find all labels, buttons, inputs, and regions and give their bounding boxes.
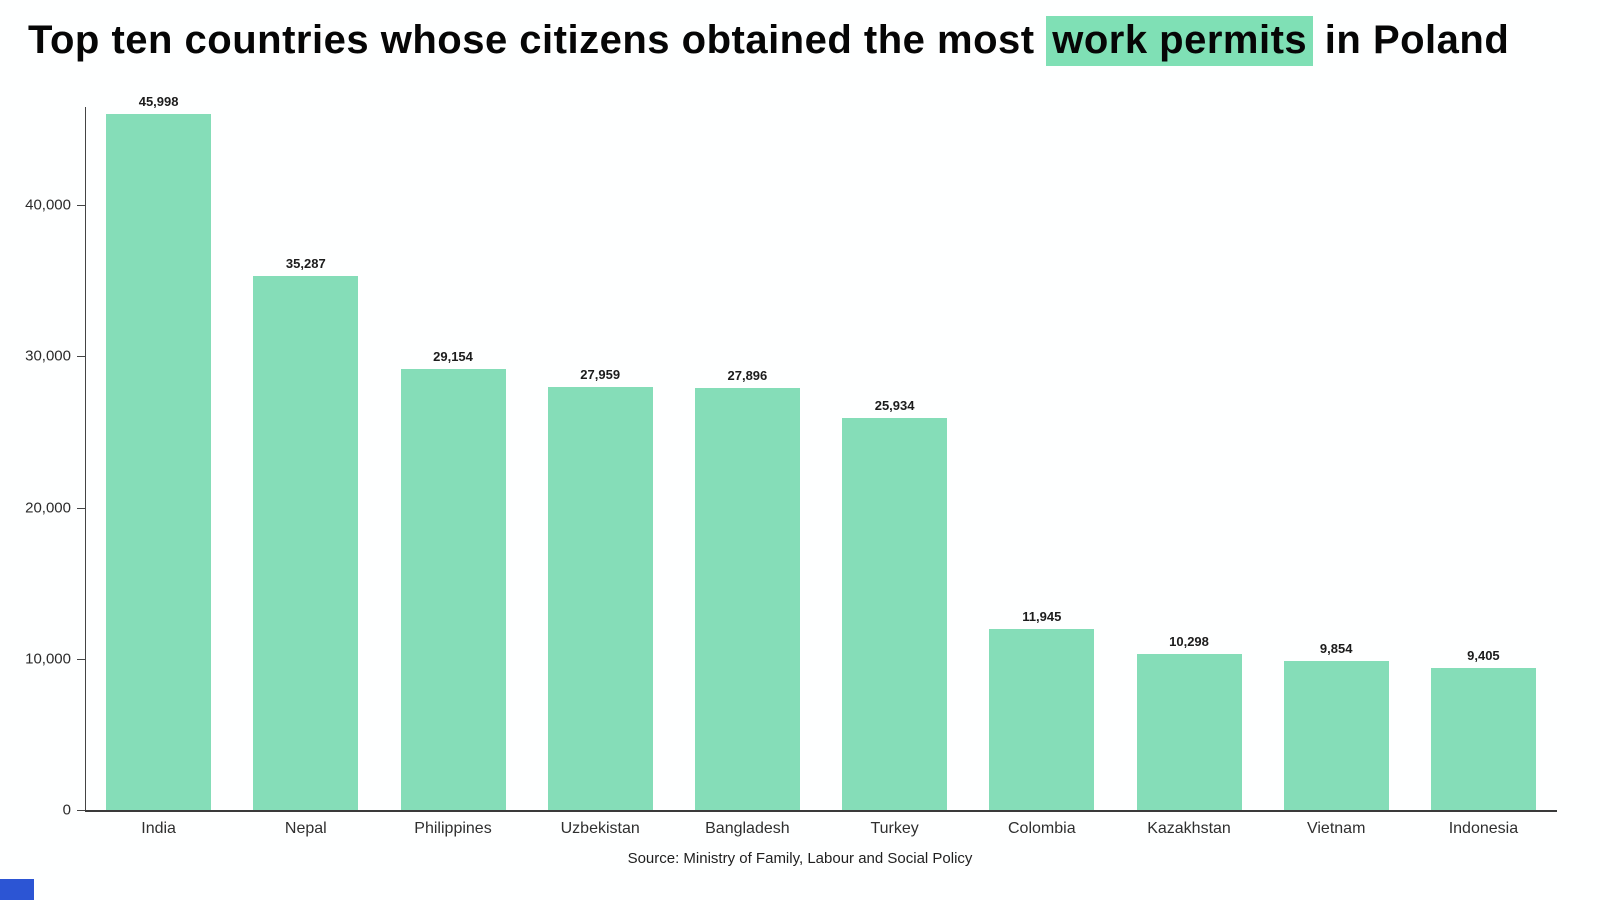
bar-value-label: 11,945 [1022, 609, 1062, 625]
bar-bangladesh [694, 388, 800, 810]
bar-value-label: 29,154 [433, 349, 473, 365]
chart-title-highlight: work permits [1046, 16, 1314, 66]
bar-vietnam [1283, 660, 1389, 810]
x-category-label: Turkey [870, 820, 919, 837]
bar-value-label: 9,405 [1467, 647, 1500, 663]
x-category-label: India [141, 820, 176, 837]
bar-nepal [253, 276, 359, 810]
bar-value-label: 35,287 [285, 256, 326, 272]
x-category-label: Nepal [284, 820, 327, 837]
bar-kazakhstan [1136, 654, 1242, 810]
bar-value-label: 10,298 [1169, 634, 1209, 650]
bar-value-label: 25,934 [874, 397, 915, 413]
x-category-label: Philippines [414, 820, 492, 837]
bar-philippines [400, 369, 506, 810]
bar-colombia [989, 629, 1095, 810]
y-tick-label: 30,000 [25, 347, 71, 365]
bar-value-label: 9,854 [1319, 640, 1353, 656]
y-tick-mark [77, 205, 85, 206]
bar-india [106, 114, 212, 810]
y-axis-line [85, 106, 86, 810]
x-category-label: Bangladesh [705, 820, 790, 837]
bar-value-label: 27,896 [727, 368, 768, 384]
bar-value-label: 27,959 [580, 367, 621, 383]
x-category-label: Indonesia [1448, 820, 1519, 837]
x-category-label: Uzbekistan [560, 820, 640, 837]
bar-uzbekistan [547, 387, 653, 810]
chart-title-suffix: in Poland [1313, 18, 1510, 62]
x-category-label: Kazakhstan [1147, 820, 1231, 837]
y-tick-mark [77, 658, 85, 660]
chart-title-prefix: Top ten countries whose citizens obtaine… [28, 18, 1047, 62]
y-tick-label: 20,000 [25, 499, 71, 516]
bar-value-label: 45,998 [138, 94, 179, 110]
y-tick-label: 0 [62, 801, 71, 819]
x-axis-line [85, 810, 1557, 812]
x-category-label: Colombia [1008, 820, 1076, 837]
source-note: Source: Ministry of Family, Labour and S… [627, 850, 973, 867]
bar-indonesia [1430, 667, 1536, 810]
y-tick-mark [77, 810, 85, 811]
y-tick-label: 40,000 [25, 196, 71, 214]
y-tick-mark [77, 507, 85, 509]
y-tick-mark [77, 356, 85, 358]
bar-turkey [842, 417, 948, 810]
chart-title: Top ten countries whose citizens obtaine… [28, 16, 1588, 66]
y-tick-label: 10,000 [25, 650, 71, 668]
bottom-left-blue-strip [0, 879, 34, 900]
x-category-label: Vietnam [1306, 820, 1366, 837]
